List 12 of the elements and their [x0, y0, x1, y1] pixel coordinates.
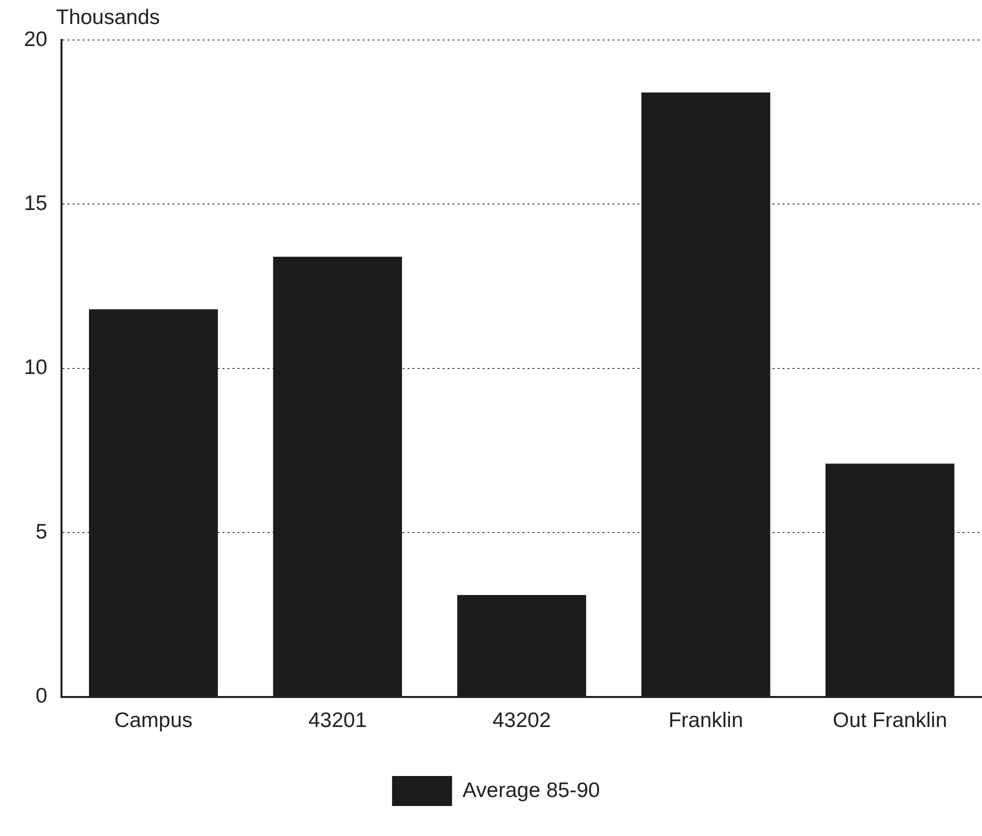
y-tick-label: 15	[24, 192, 48, 215]
y-tick-label: 20	[24, 28, 48, 51]
x-tick-label: 43201	[308, 709, 367, 732]
legend-label: Average 85-90	[462, 778, 600, 802]
x-tick-label: 43202	[492, 709, 551, 732]
x-tick-label: Franklin	[668, 709, 744, 732]
x-tick-label: Campus	[114, 709, 193, 732]
y-tick-label: 5	[36, 520, 48, 544]
y-tick-label: 0	[36, 684, 48, 708]
y-axis-title: Thousands	[56, 6, 160, 30]
x-tick-label: Out Franklin	[832, 709, 948, 732]
y-tick-label: 10	[24, 356, 48, 380]
